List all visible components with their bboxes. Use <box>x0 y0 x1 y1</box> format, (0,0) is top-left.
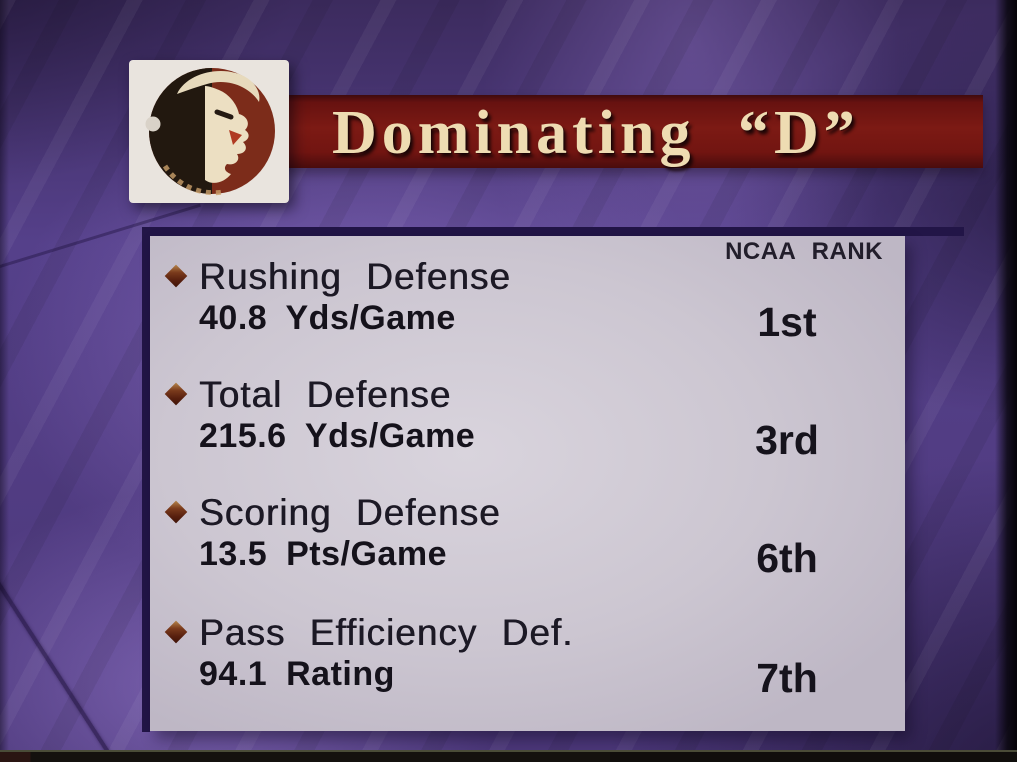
table-row: Pass Efficiency Def. 94.1 Rating 7th <box>150 612 905 724</box>
bullet-diamond-icon <box>164 500 188 524</box>
fsu-logo <box>129 60 289 203</box>
stat-value: 94.1 Rating <box>199 655 395 693</box>
rank-column-header: NCAA RANK <box>725 238 883 265</box>
stat-rank: 1st <box>757 299 817 345</box>
bullet-diamond-icon <box>164 620 188 644</box>
stat-value: 40.8 Yds/Game <box>199 299 456 337</box>
bullet-diamond-icon <box>164 382 188 406</box>
stat-rank: 7th <box>756 655 818 701</box>
stat-value: 215.6 Yds/Game <box>199 417 476 455</box>
left-edge-shadow <box>0 0 9 762</box>
panel-top-rule <box>142 227 964 236</box>
title-banner: Dominating “D” <box>283 95 983 168</box>
seminole-head-icon <box>129 60 289 203</box>
page-title: Dominating “D” <box>332 99 860 167</box>
bullet-diamond-icon <box>164 264 188 288</box>
vhs-bottom-bar <box>0 750 1017 762</box>
table-row: Scoring Defense 13.5 Pts/Game 6th <box>150 492 905 604</box>
stat-label: Pass Efficiency Def. <box>199 612 574 653</box>
table-row: Total Defense 215.6 Yds/Game 3rd <box>150 374 905 486</box>
stat-value: 13.5 Pts/Game <box>199 535 447 573</box>
stat-label: Rushing Defense <box>199 256 511 297</box>
stats-panel: NCAA RANK Rushing Defense 40.8 Yds/Game … <box>150 236 905 731</box>
stat-label: Scoring Defense <box>199 492 501 533</box>
stat-label: Total Defense <box>199 374 452 415</box>
stat-rank: 3rd <box>755 417 819 463</box>
panel-left-rule <box>142 227 150 732</box>
right-edge-shadow <box>995 0 1017 762</box>
table-row: Rushing Defense 40.8 Yds/Game 1st <box>150 256 905 368</box>
stat-rank: 6th <box>756 535 818 581</box>
